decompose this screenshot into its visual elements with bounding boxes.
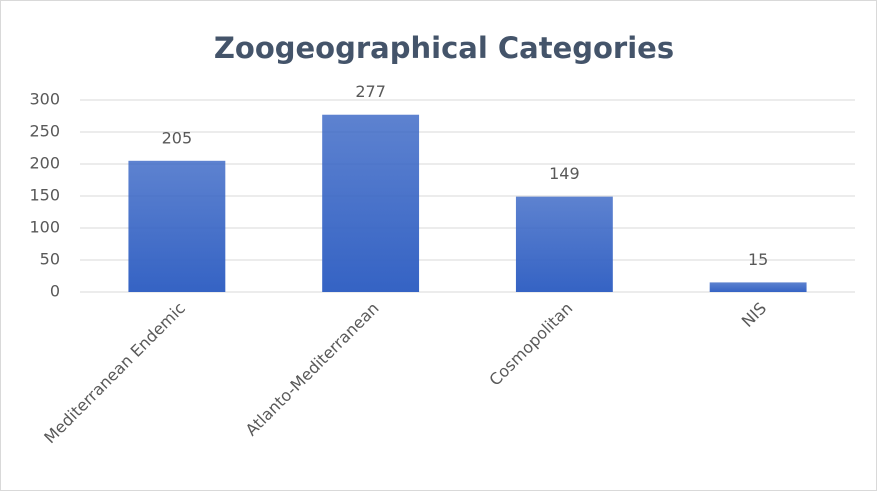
y-tick-label: 200 bbox=[29, 154, 60, 173]
data-label: 277 bbox=[355, 82, 386, 101]
y-tick-label: 50 bbox=[40, 250, 60, 269]
bar bbox=[128, 160, 226, 292]
y-tick-label: 100 bbox=[29, 218, 60, 237]
bar bbox=[322, 114, 420, 292]
chart-title: Zoogeographical Categories bbox=[214, 31, 674, 65]
y-tick-label: 300 bbox=[29, 90, 60, 109]
data-label: 149 bbox=[549, 164, 580, 183]
data-label: 15 bbox=[748, 250, 768, 269]
y-tick-label: 0 bbox=[50, 282, 60, 301]
data-label: 205 bbox=[162, 128, 193, 147]
bar bbox=[515, 196, 613, 292]
y-tick-label: 150 bbox=[29, 186, 60, 205]
bar bbox=[709, 282, 807, 292]
y-tick-label: 250 bbox=[29, 122, 60, 141]
